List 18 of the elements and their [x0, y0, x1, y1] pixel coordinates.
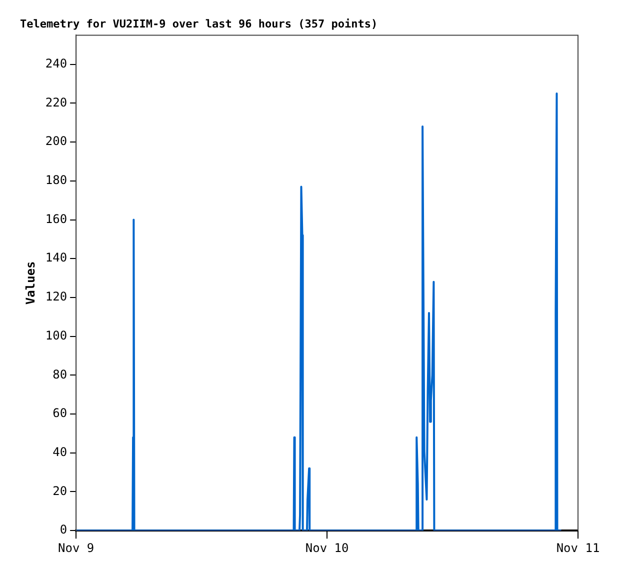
y-tick-label: 180 [45, 173, 68, 188]
x-tick-label: Nov 9 [58, 540, 94, 555]
x-tick-label: Nov 11 [556, 540, 600, 555]
y-tick-label: 240 [45, 56, 68, 70]
y-axis-title: Values [23, 261, 38, 305]
y-tick-label: 100 [45, 328, 68, 342]
y-tick-label: 60 [52, 406, 68, 420]
chart-title: Telemetry for VU2IIM-9 over last 96 hours (357 points) [20, 17, 378, 30]
y-tick-label: 80 [52, 367, 68, 382]
x-tick-label: Nov 10 [305, 540, 349, 555]
y-tick-label: 20 [52, 484, 68, 498]
y-tick-label: 120 [45, 290, 68, 304]
y-tick-label: 140 [45, 250, 68, 265]
y-tick-label: 160 [45, 212, 68, 226]
y-tick-label: 0 [60, 522, 68, 537]
y-tick-label: 220 [45, 95, 68, 110]
y-tick-label: 200 [45, 134, 68, 148]
y-tick-label: 40 [52, 445, 68, 460]
